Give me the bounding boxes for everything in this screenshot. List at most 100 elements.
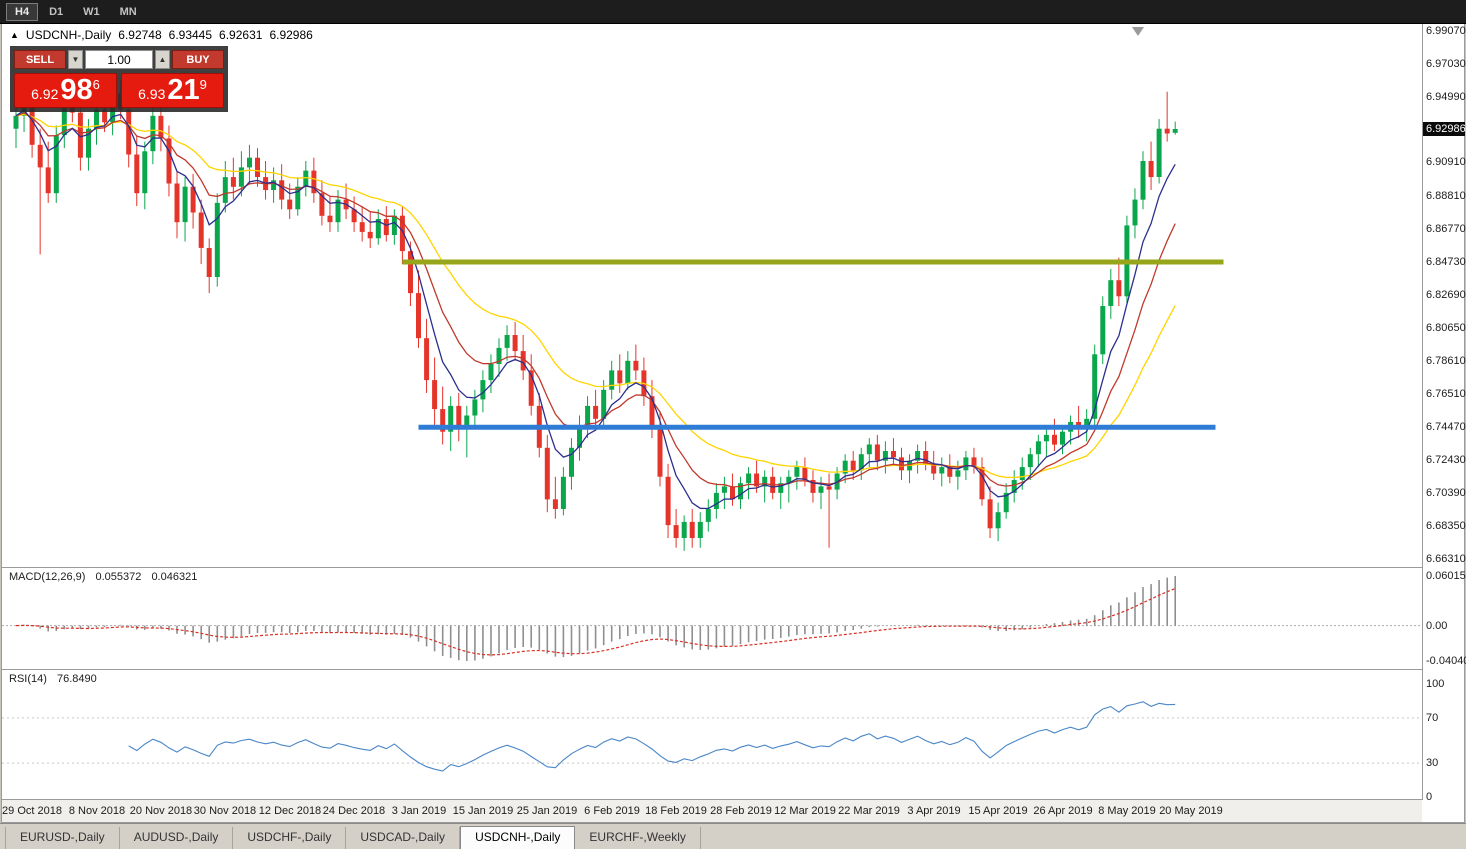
chart-title: ▲ USDCNH-,Daily 6.92748 6.93445 6.92631 … bbox=[10, 28, 313, 42]
moving-average-slow bbox=[15, 113, 1176, 479]
macd-canvas[interactable] bbox=[2, 568, 1422, 669]
ohlc-close: 6.92986 bbox=[269, 28, 313, 42]
rsi-axis-tick: 0 bbox=[1426, 791, 1433, 803]
one-click-prices-row: 6.92 98 6 6.93 21 9 bbox=[14, 73, 224, 108]
ohlc-high: 6.93445 bbox=[168, 28, 213, 42]
rsi-name: RSI(14) bbox=[9, 673, 47, 685]
time-axis-label: 29 Oct 2018 bbox=[2, 805, 62, 817]
price-axis-tick: 6.97030 bbox=[1426, 58, 1466, 70]
sell-price-small: 6.92 bbox=[31, 86, 59, 102]
price-axis-tick: 6.82690 bbox=[1426, 289, 1466, 301]
time-axis-label: 28 Feb 2019 bbox=[710, 805, 772, 817]
timeframe-button-group: H4 D1 W1 MN bbox=[0, 2, 146, 21]
time-axis-label: 12 Mar 2019 bbox=[774, 805, 836, 817]
ohlc-open: 6.92748 bbox=[118, 28, 162, 42]
current-price-tag: 6.92986 bbox=[1423, 122, 1466, 136]
chart-tabs-bar: EURUSD-,Daily AUDUSD-,Daily USDCHF-,Daily U… bbox=[0, 823, 1466, 849]
buy-price-sup: 9 bbox=[199, 77, 207, 92]
one-click-controls-row: SELL ▼ ▲ BUY bbox=[14, 50, 224, 69]
buy-price-button[interactable]: 6.93 21 9 bbox=[121, 73, 224, 108]
ohlc-low: 6.92631 bbox=[219, 28, 263, 42]
chart-shift-marker[interactable] bbox=[1132, 27, 1144, 36]
macd-axis-zero: 0.00 bbox=[1426, 620, 1448, 632]
time-axis-label: 25 Jan 2019 bbox=[516, 805, 578, 817]
buy-price-small: 6.93 bbox=[138, 86, 166, 102]
timeframe-button-d1[interactable]: D1 bbox=[40, 3, 72, 21]
time-axis-label: 3 Apr 2019 bbox=[907, 805, 961, 817]
time-axis-label: 8 Nov 2018 bbox=[68, 805, 126, 817]
timeframe-toolbar: H4 D1 W1 MN bbox=[0, 0, 1466, 24]
chart-tab-usdchf-daily[interactable]: USDCHF-,Daily bbox=[233, 827, 347, 849]
rsi-canvas[interactable] bbox=[2, 670, 1422, 799]
price-axis-tick: 6.99070 bbox=[1426, 25, 1466, 37]
time-axis-label: 30 Nov 2018 bbox=[193, 805, 257, 817]
macd-name: MACD(12,26,9) bbox=[9, 571, 86, 583]
timeframe-button-w1[interactable]: W1 bbox=[74, 3, 109, 21]
rsi-axis-tick: 70 bbox=[1426, 712, 1439, 724]
macd-rsi-divider[interactable] bbox=[2, 669, 1464, 670]
time-axis-label: 15 Jan 2019 bbox=[452, 805, 514, 817]
price-axis-tick: 6.86770 bbox=[1426, 223, 1466, 235]
price-chart-canvas[interactable] bbox=[2, 24, 1422, 567]
time-axis-label: 15 Apr 2019 bbox=[968, 805, 1028, 817]
macd-signal-value: 0.046321 bbox=[151, 571, 198, 583]
macd-axis-max: 0.060159 bbox=[1426, 570, 1466, 582]
one-click-panel-toggle-icon[interactable]: ▲ bbox=[10, 30, 19, 40]
macd-histogram bbox=[23, 576, 1176, 661]
price-axis-tick: 6.68350 bbox=[1426, 520, 1466, 532]
price-axis-tick: 6.88810 bbox=[1426, 190, 1466, 202]
buy-button[interactable]: BUY bbox=[172, 50, 224, 69]
time-axis-label: 12 Dec 2018 bbox=[258, 805, 322, 817]
chart-tab-eurusd-daily[interactable]: EURUSD-,Daily bbox=[5, 827, 120, 849]
sell-price-button[interactable]: 6.92 98 6 bbox=[14, 73, 117, 108]
volume-increase-button[interactable]: ▲ bbox=[155, 50, 170, 69]
time-axis-label: 20 May 2019 bbox=[1159, 805, 1223, 817]
buy-price-big: 21 bbox=[167, 74, 200, 106]
time-axis-label: 8 May 2019 bbox=[1098, 805, 1156, 817]
rsi-label: RSI(14) 76.8490 bbox=[9, 673, 104, 685]
rsi-value: 76.8490 bbox=[56, 673, 97, 685]
price-axis-column[interactable]: 6.99070 6.97030 6.94990 6.90910 6.88810 6.867… bbox=[1422, 24, 1466, 803]
time-axis-label: 22 Mar 2019 bbox=[838, 805, 900, 817]
macd-label: MACD(12,26,9) 0.055372 0.046321 bbox=[9, 571, 204, 583]
sell-price-sup: 6 bbox=[92, 77, 100, 92]
rsi-indicator-pane[interactable]: RSI(14) 76.8490 bbox=[2, 670, 1422, 799]
rsi-axis-tick: 100 bbox=[1426, 678, 1445, 690]
time-axis-label: 18 Feb 2019 bbox=[645, 805, 707, 817]
candlestick-series bbox=[13, 80, 1178, 551]
sell-button[interactable]: SELL bbox=[14, 50, 66, 69]
price-axis-tick: 6.78610 bbox=[1426, 355, 1466, 367]
rsi-line bbox=[128, 701, 1176, 772]
rsi-timeaxis-divider bbox=[2, 799, 1464, 800]
time-axis-label: 3 Jan 2019 bbox=[391, 805, 447, 817]
timeframe-button-mn[interactable]: MN bbox=[111, 3, 146, 21]
moving-average-medium bbox=[15, 112, 1176, 488]
moving-average-fast bbox=[15, 109, 1176, 510]
time-axis[interactable]: 29 Oct 2018 8 Nov 2018 20 Nov 2018 30 Nov 2… bbox=[2, 800, 1422, 822]
price-axis-tick: 6.90910 bbox=[1426, 156, 1466, 168]
time-axis-label: 6 Feb 2019 bbox=[584, 805, 640, 817]
chart-tab-usdcad-daily[interactable]: USDCAD-,Daily bbox=[346, 827, 461, 849]
chart-window: ▲ USDCNH-,Daily 6.92748 6.93445 6.92631 … bbox=[1, 24, 1466, 823]
time-axis-label: 26 Apr 2019 bbox=[1033, 805, 1093, 817]
chart-symbol-period: USDCNH-,Daily bbox=[25, 28, 112, 42]
price-axis-tick: 6.80650 bbox=[1426, 322, 1466, 334]
chart-tab-usdcnh-daily[interactable]: USDCNH-,Daily bbox=[460, 826, 576, 849]
price-axis-tick: 6.66310 bbox=[1426, 553, 1466, 565]
price-axis-tick: 6.74470 bbox=[1426, 421, 1466, 433]
macd-main-value: 0.055372 bbox=[95, 571, 142, 583]
price-axis-tick: 6.76510 bbox=[1426, 388, 1466, 400]
price-axis-tick: 6.72430 bbox=[1426, 454, 1466, 466]
chart-tab-audusd-daily[interactable]: AUDUSD-,Daily bbox=[120, 827, 234, 849]
price-chart-pane[interactable]: ▲ USDCNH-,Daily 6.92748 6.93445 6.92631 … bbox=[2, 24, 1422, 567]
chart-tab-eurchf-weekly[interactable]: EURCHF-,Weekly bbox=[575, 827, 701, 849]
volume-input[interactable] bbox=[85, 50, 153, 69]
timeframe-button-h4[interactable]: H4 bbox=[6, 2, 39, 21]
rsi-axis-tick: 30 bbox=[1426, 757, 1439, 769]
macd-axis-min: -0.040407 bbox=[1426, 655, 1466, 667]
price-macd-divider[interactable] bbox=[2, 567, 1464, 568]
volume-decrease-button[interactable]: ▼ bbox=[68, 50, 83, 69]
macd-indicator-pane[interactable]: MACD(12,26,9) 0.055372 0.046321 bbox=[2, 568, 1422, 669]
price-axis-tick: 6.70390 bbox=[1426, 487, 1466, 499]
